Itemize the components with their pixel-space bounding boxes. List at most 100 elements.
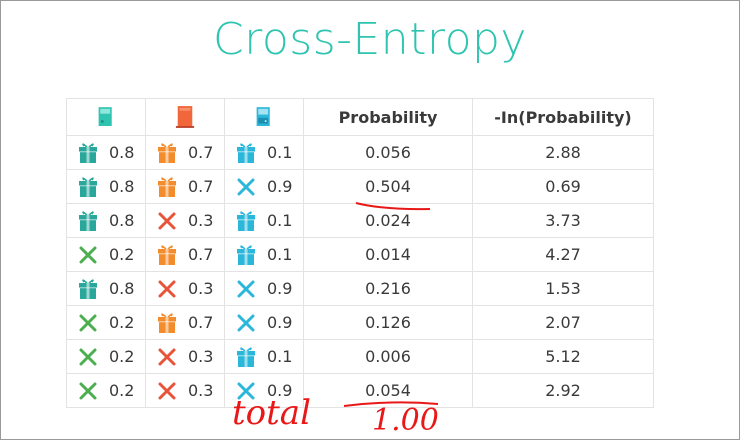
- door-probability: 0.9: [267, 177, 293, 196]
- gift-icon: [77, 210, 99, 232]
- door-cell: 0.1: [224, 237, 304, 272]
- door-probability: 0.8: [109, 279, 135, 298]
- door-probability: 0.8: [109, 143, 135, 162]
- table-row: 0.2 0.7 0.1 0.014 4.27: [66, 237, 654, 272]
- door-probability: 0.9: [267, 313, 293, 332]
- neg-ln-cell: 3.73: [472, 203, 654, 238]
- cross-icon: [235, 380, 257, 402]
- annotation-total-line: [343, 401, 439, 407]
- cross-icon: [235, 312, 257, 334]
- gift-icon: [156, 312, 178, 334]
- door-probability: 0.7: [188, 313, 214, 332]
- header-door-3: [224, 98, 304, 136]
- cross-icon: [235, 278, 257, 300]
- cross-icon: [156, 380, 178, 402]
- probability-cell: 0.056: [303, 135, 473, 170]
- door-probability: 0.1: [267, 143, 293, 162]
- door-cell: 0.3: [145, 203, 225, 238]
- door-probability: 0.3: [188, 279, 214, 298]
- door-cell: 0.3: [145, 271, 225, 306]
- neg-ln-cell: 4.27: [472, 237, 654, 272]
- door-probability: 0.2: [109, 245, 135, 264]
- door-probability: 0.9: [267, 279, 293, 298]
- gift-icon: [156, 176, 178, 198]
- door-cell: 0.2: [66, 237, 146, 272]
- header-row: Probability -In(Probability): [66, 98, 654, 136]
- cross-icon: [156, 278, 178, 300]
- door-cell: 0.2: [66, 305, 146, 340]
- gift-icon: [156, 142, 178, 164]
- table-row: 0.2 0.3 0.9 0.054 2.92: [66, 373, 654, 408]
- door-probability: 0.7: [188, 177, 214, 196]
- door-probability: 0.2: [109, 347, 135, 366]
- slide-title: Cross-Entropy: [213, 14, 527, 65]
- gift-icon: [235, 244, 257, 266]
- probability-cell: 0.054: [303, 373, 473, 408]
- door-cell: 0.9: [224, 271, 304, 306]
- neg-ln-cell: 2.92: [472, 373, 654, 408]
- door-cell: 0.1: [224, 203, 304, 238]
- door-probability: 0.8: [109, 211, 135, 230]
- blue-door-icon: [256, 107, 270, 126]
- header-probability: Probability: [303, 98, 473, 136]
- door-cell: 0.1: [224, 339, 304, 374]
- door-cell: 0.7: [145, 169, 225, 204]
- gift-icon: [77, 278, 99, 300]
- probability-cell: 0.006: [303, 339, 473, 374]
- door-cell: 0.7: [145, 237, 225, 272]
- door-probability: 0.9: [267, 381, 293, 400]
- door-probability: 0.2: [109, 313, 135, 332]
- red-door-icon: [175, 106, 195, 128]
- header-door-2: [145, 98, 225, 136]
- header-neg-ln: -In(Probability): [472, 98, 654, 136]
- cross-entropy-table: Probability -In(Probability) 0.8 0.7 0.1 0.…: [66, 98, 654, 408]
- neg-ln-cell: 2.07: [472, 305, 654, 340]
- door-probability: 0.3: [188, 381, 214, 400]
- neg-ln-cell: 5.12: [472, 339, 654, 374]
- door-cell: 0.1: [224, 135, 304, 170]
- header-door-1: [66, 98, 146, 136]
- door-cell: 0.7: [145, 305, 225, 340]
- door-cell: 0.9: [224, 305, 304, 340]
- gift-icon: [235, 346, 257, 368]
- door-cell: 0.7: [145, 135, 225, 170]
- cross-icon: [235, 176, 257, 198]
- neg-ln-cell: 2.88: [472, 135, 654, 170]
- door-probability: 0.7: [188, 245, 214, 264]
- door-cell: 0.8: [66, 203, 146, 238]
- cross-icon: [156, 210, 178, 232]
- door-cell: 0.3: [145, 373, 225, 408]
- gift-icon: [156, 244, 178, 266]
- annotation-total-label: total: [232, 393, 311, 433]
- door-probability: 0.1: [267, 211, 293, 230]
- cross-icon: [77, 244, 99, 266]
- table-row: 0.2 0.7 0.9 0.126 2.07: [66, 305, 654, 340]
- door-probability: 0.1: [267, 347, 293, 366]
- door-probability: 0.2: [109, 381, 135, 400]
- neg-ln-cell: 0.69: [472, 169, 654, 204]
- door-probability: 0.7: [188, 143, 214, 162]
- annotation-underline-0504: [355, 202, 431, 211]
- table-row: 0.8 0.3 0.9 0.216 1.53: [66, 271, 654, 306]
- table-row: 0.2 0.3 0.1 0.006 5.12: [66, 339, 654, 374]
- cross-icon: [156, 346, 178, 368]
- cross-icon: [77, 380, 99, 402]
- door-probability: 0.8: [109, 177, 135, 196]
- door-probability: 0.3: [188, 347, 214, 366]
- door-cell: 0.8: [66, 271, 146, 306]
- table-row: 0.8 0.7 0.1 0.056 2.88: [66, 135, 654, 170]
- door-cell: 0.2: [66, 339, 146, 374]
- annotation-total-value: 1.00: [372, 403, 439, 438]
- cross-icon: [77, 312, 99, 334]
- cross-icon: [77, 346, 99, 368]
- door-probability: 0.1: [267, 245, 293, 264]
- door-probability: 0.3: [188, 211, 214, 230]
- neg-ln-cell: 1.53: [472, 271, 654, 306]
- door-cell: 0.8: [66, 135, 146, 170]
- gift-icon: [77, 142, 99, 164]
- table-row: 0.8 0.7 0.9 0.504 0.69: [66, 169, 654, 204]
- teal-door-icon: [98, 107, 112, 126]
- door-cell: 0.8: [66, 169, 146, 204]
- probability-cell: 0.126: [303, 305, 473, 340]
- probability-cell: 0.216: [303, 271, 473, 306]
